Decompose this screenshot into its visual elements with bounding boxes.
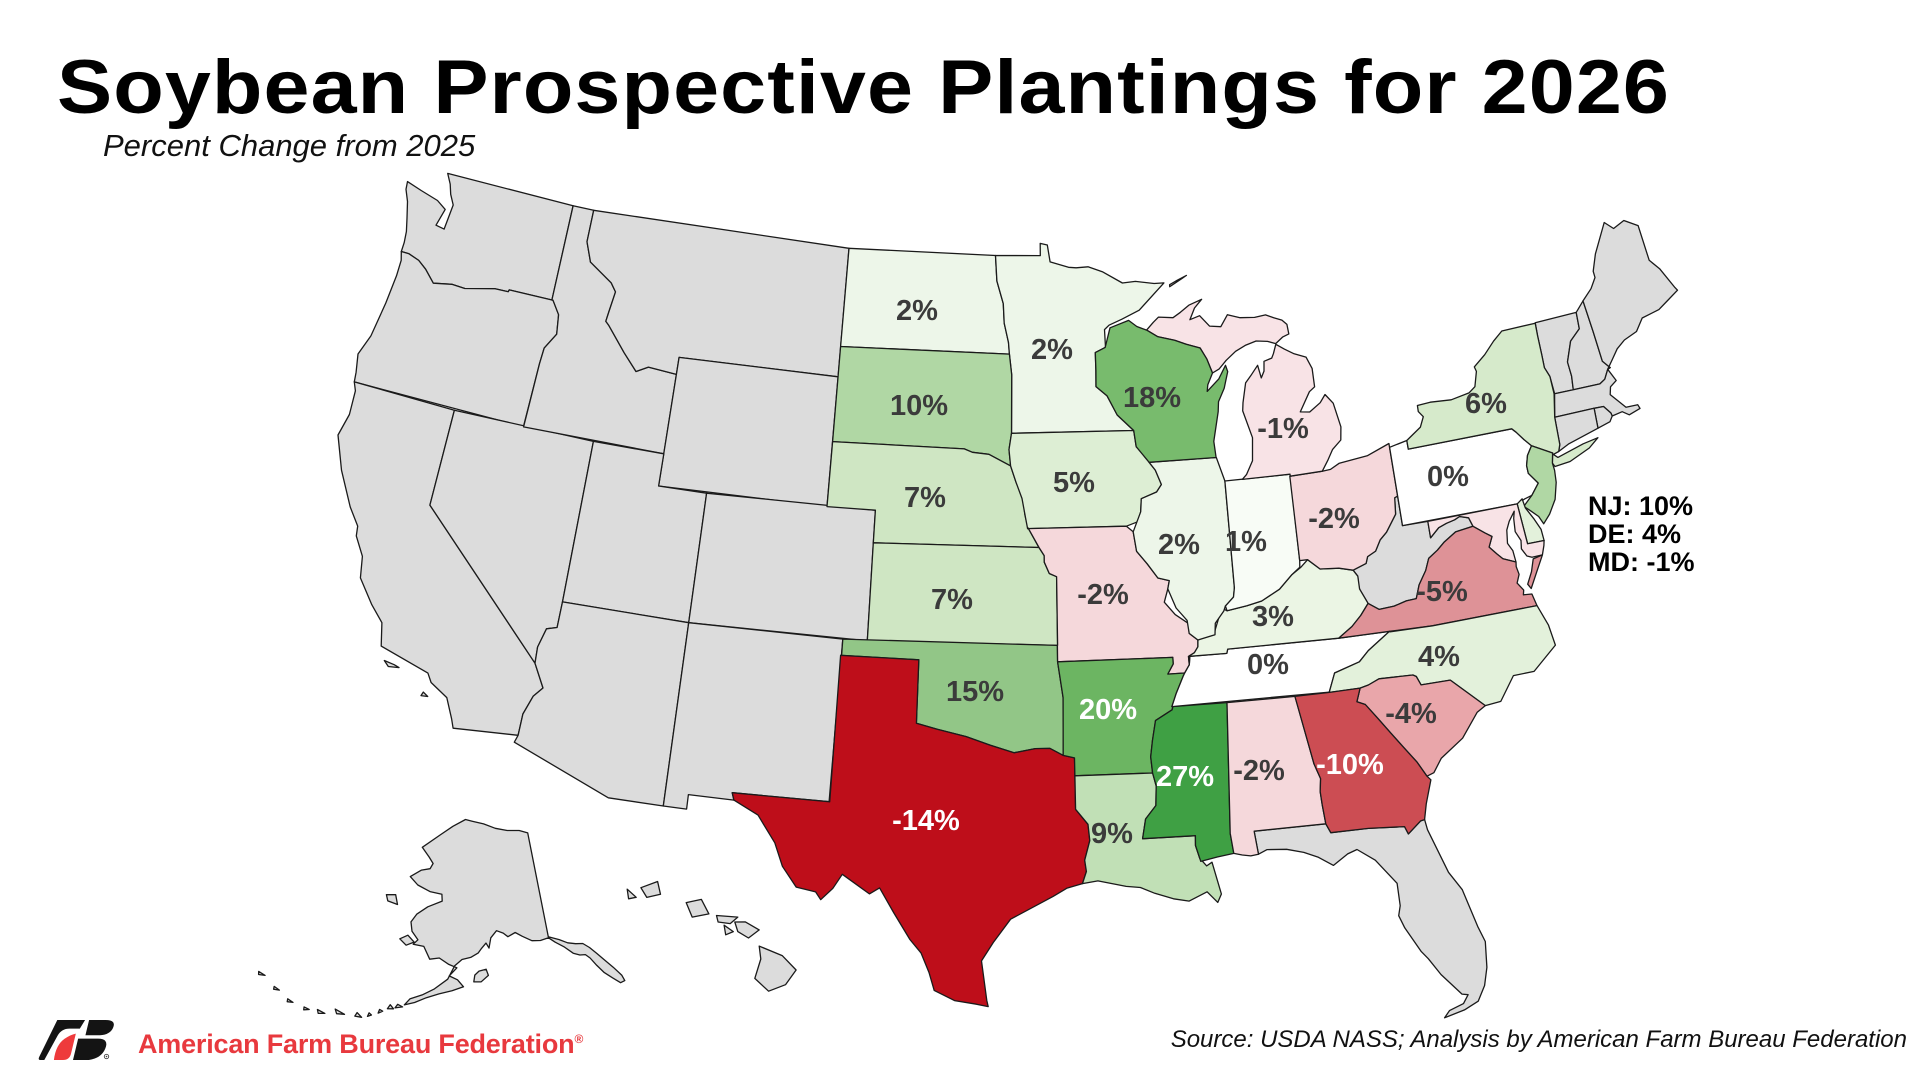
svg-text:10%: 10% <box>890 390 948 422</box>
svg-text:1%: 1% <box>1225 526 1267 558</box>
svg-text:-5%: -5% <box>1416 576 1468 608</box>
svg-text:-4%: -4% <box>1385 698 1437 730</box>
svg-text:5%: 5% <box>1053 467 1095 499</box>
svg-text:-2%: -2% <box>1233 755 1285 787</box>
svg-text:2%: 2% <box>1031 334 1073 366</box>
svg-text:2%: 2% <box>1158 529 1200 561</box>
svg-text:4%: 4% <box>1418 641 1460 673</box>
svg-text:-10%: -10% <box>1316 749 1384 781</box>
svg-text:15%: 15% <box>946 676 1004 708</box>
svg-text:-14%: -14% <box>892 805 960 837</box>
svg-text:7%: 7% <box>904 482 946 514</box>
svg-text:-2%: -2% <box>1308 503 1360 535</box>
svg-text:7%: 7% <box>931 584 973 616</box>
svg-text:9%: 9% <box>1091 818 1133 850</box>
svg-text:3%: 3% <box>1252 601 1294 633</box>
svg-text:0%: 0% <box>1247 649 1289 681</box>
svg-text:-2%: -2% <box>1077 579 1129 611</box>
svg-text:27%: 27% <box>1156 761 1214 793</box>
svg-text:-1%: -1% <box>1257 413 1309 445</box>
svg-text:0%: 0% <box>1427 461 1469 493</box>
svg-text:20%: 20% <box>1079 694 1137 726</box>
svg-text:6%: 6% <box>1465 388 1507 420</box>
svg-text:2%: 2% <box>896 295 938 327</box>
svg-text:18%: 18% <box>1123 382 1181 414</box>
